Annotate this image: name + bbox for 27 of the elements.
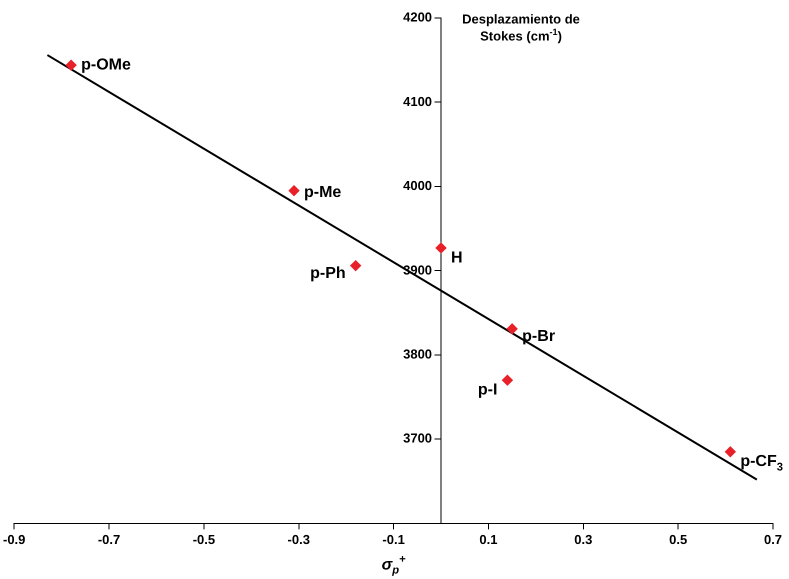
point (724, 446, 736, 458)
x-tick-label: 0.3 (574, 532, 592, 547)
x-tick-label: -0.5 (192, 532, 216, 547)
x-tick-label: 0.7 (764, 532, 782, 547)
point (506, 323, 518, 334)
x-tick-label: 0.1 (479, 532, 498, 547)
y-tick-label: 4100 (403, 94, 432, 109)
y-tick-label: 3800 (403, 346, 432, 362)
x-tick-label: -0.9 (2, 532, 26, 547)
annotation: p-I (478, 382, 498, 399)
x-tick-label: -0.3 (288, 532, 310, 547)
point (350, 260, 362, 272)
point (288, 185, 300, 196)
y-tick-label: 3700 (403, 430, 432, 446)
point (436, 242, 447, 254)
annotation: H (451, 249, 463, 266)
annotation: p-OMe (81, 56, 131, 74)
point (502, 374, 513, 386)
annotation: p-Br (522, 328, 556, 346)
x-tick-label: -0.1 (382, 532, 405, 547)
annotation: p-Ph (310, 265, 346, 282)
point (66, 60, 77, 71)
x-tick-label: -0.7 (98, 532, 120, 547)
y-tick-label: 4000 (403, 178, 432, 194)
x-tick-label: 0.5 (669, 532, 688, 547)
annotation: p-Me (304, 184, 342, 202)
y-tick-label: 4200 (403, 10, 432, 25)
